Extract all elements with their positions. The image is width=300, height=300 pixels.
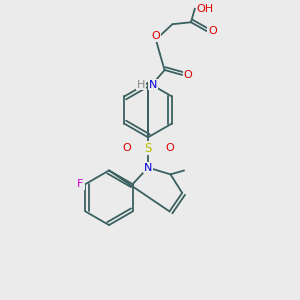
Text: S: S [144, 142, 152, 154]
Text: O: O [184, 70, 192, 80]
Text: N: N [144, 163, 152, 172]
Text: O: O [152, 31, 160, 41]
Text: O: O [122, 143, 131, 153]
Text: O: O [208, 26, 217, 36]
Text: H: H [137, 80, 145, 90]
Text: O: O [165, 143, 174, 153]
Text: OH: OH [197, 4, 214, 14]
Text: N: N [149, 80, 158, 90]
Text: F: F [77, 179, 83, 189]
